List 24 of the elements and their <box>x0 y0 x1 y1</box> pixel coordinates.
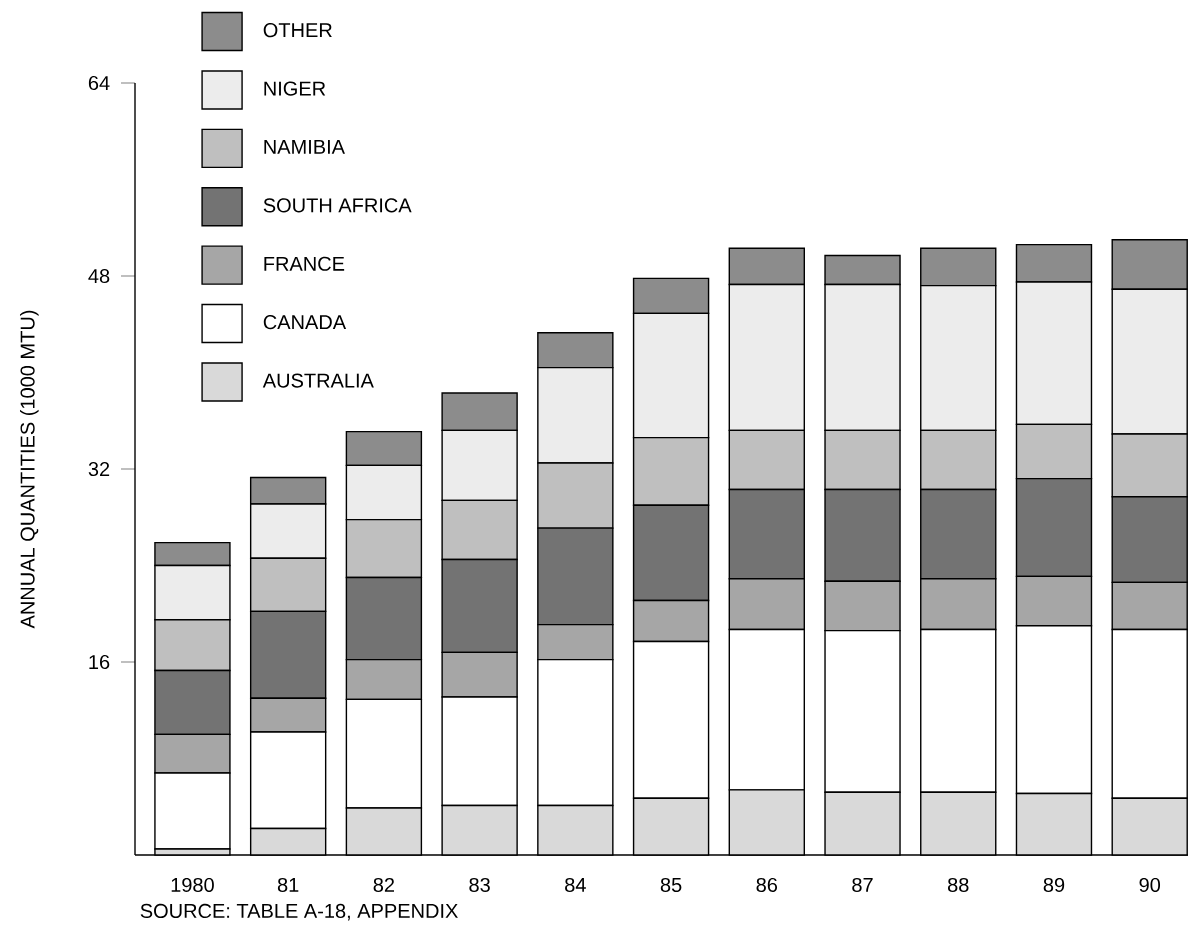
x-tick-label: 86 <box>756 877 778 893</box>
source-note: SOURCE: TABLE A-18, APPENDIX <box>140 903 458 921</box>
y-tick-label: 64 <box>88 75 110 91</box>
legend-label: AUSTRALIA <box>262 373 374 388</box>
x-tick-label: 88 <box>947 877 969 893</box>
x-tick-label: 81 <box>277 877 299 893</box>
legend-label: FRANCE <box>264 256 345 271</box>
x-tick-label: 84 <box>565 877 586 893</box>
legend-label: OTHER <box>263 23 332 38</box>
x-tick-label: 82 <box>373 877 394 893</box>
y-tick-label: 16 <box>89 654 110 670</box>
y-tick-label: 32 <box>88 461 110 477</box>
x-tick-label: 85 <box>660 877 682 893</box>
y-axis-title: ANNUAL QUANTITIES (1000 MTU) <box>19 310 39 629</box>
x-tick-label: 87 <box>852 877 873 893</box>
y-tick-label: 48 <box>88 268 110 284</box>
x-tick-label: 90 <box>1139 877 1161 893</box>
x-tick-label: 1980 <box>171 877 214 893</box>
x-tick-label: 83 <box>469 877 490 893</box>
legend-label: NIGER <box>264 81 326 96</box>
legend-label: CANADA <box>263 315 347 330</box>
legend-label: NAMIBIA <box>264 139 345 154</box>
x-tick-label: 89 <box>1043 877 1065 893</box>
legend-label: SOUTH AFRICA <box>263 198 412 213</box>
